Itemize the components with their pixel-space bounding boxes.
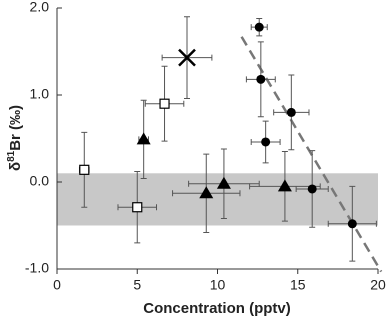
fit-line xyxy=(240,36,383,273)
x-tick-label: 5 xyxy=(133,277,141,293)
point xyxy=(178,48,196,67)
x-axis-label: Concentration (pptv) xyxy=(143,300,291,317)
y-tick-label: 2.0 xyxy=(30,0,50,15)
point xyxy=(136,132,151,145)
point xyxy=(256,74,266,84)
point xyxy=(199,186,214,199)
point xyxy=(347,219,357,229)
point xyxy=(132,202,143,213)
x-tick-label: 20 xyxy=(370,277,386,293)
point xyxy=(286,107,296,117)
x-tick-label: 0 xyxy=(53,277,61,293)
y-label-prefix: δ xyxy=(7,162,24,171)
x-tick-label: 15 xyxy=(290,277,306,293)
point xyxy=(159,98,170,109)
point xyxy=(307,184,317,194)
y-tick-label: 0.0 xyxy=(30,173,50,189)
y-tick-label: 1.0 xyxy=(30,86,50,102)
point xyxy=(261,137,271,147)
y-label-sup: 81 xyxy=(6,150,17,162)
reference-band xyxy=(57,173,378,226)
y-axis-label: δ81Br (‰) xyxy=(6,105,24,171)
point xyxy=(254,22,264,32)
y-tick-label: -1.0 xyxy=(25,260,49,276)
point xyxy=(277,179,292,192)
point xyxy=(216,176,231,189)
y-label-suffix: Br (‰) xyxy=(7,105,24,151)
point xyxy=(79,164,90,175)
x-tick-label: 10 xyxy=(210,277,226,293)
